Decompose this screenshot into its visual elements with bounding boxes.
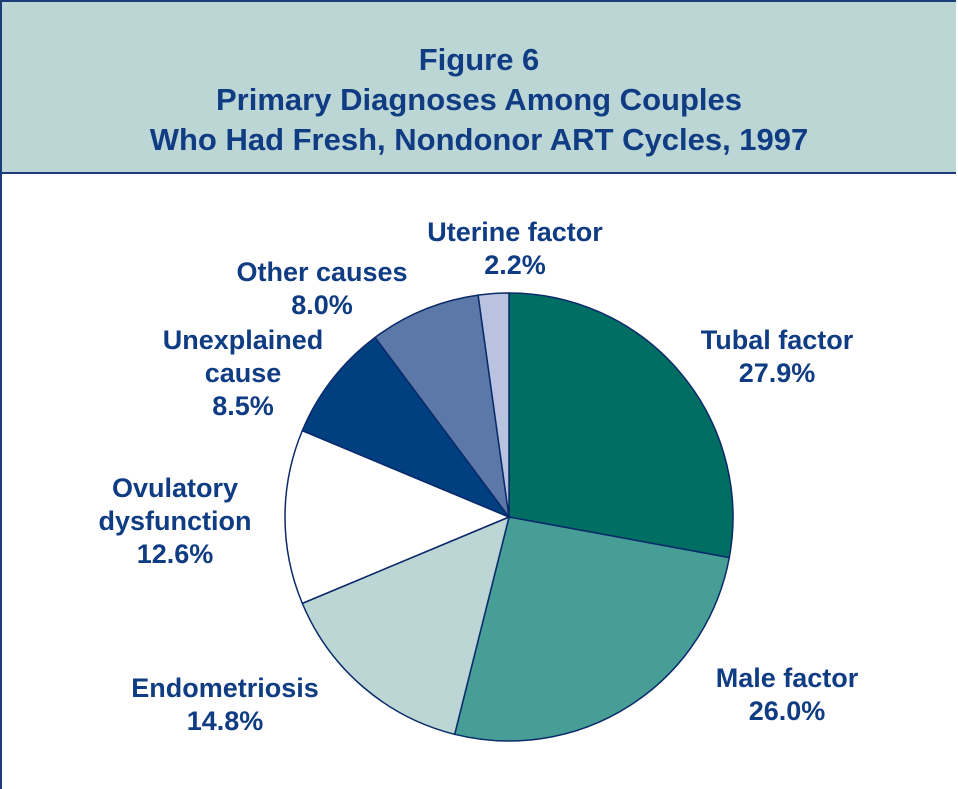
- pie-slice: [374, 294, 510, 518]
- chart-title: Figure 6: [418, 42, 540, 77]
- slice-value-label: 8.0%: [291, 290, 353, 320]
- slice-label: Male factor: [715, 663, 859, 693]
- pie-slice: [301, 336, 512, 519]
- slice-value-label: 14.8%: [186, 706, 264, 736]
- slice-label: Endometriosis: [131, 673, 319, 703]
- pie-slice: [508, 292, 734, 559]
- slice-label: Other causes: [236, 257, 408, 287]
- chart-subtitle: Who Had Fresh, Nondonor ART Cycles, 1997: [149, 122, 809, 157]
- slice-label: Uterine factor: [427, 217, 603, 247]
- header-box: [0, 0, 956, 174]
- body-frame: [0, 172, 958, 789]
- chart-subtitle: Primary Diagnoses Among Couples: [216, 82, 742, 117]
- pie-slice: [301, 515, 511, 736]
- pie-slice: [284, 429, 511, 605]
- slice-value-label: 12.6%: [136, 539, 214, 569]
- slice-label: Tubal factor: [700, 325, 854, 355]
- slice-value-label: 8.5%: [212, 391, 274, 421]
- slice-value-label: 27.9%: [738, 358, 816, 388]
- slice-label: Unexplained cause: [162, 325, 324, 388]
- pie-slice: [453, 516, 731, 742]
- slice-label: Ovulatory dysfunction: [98, 473, 252, 536]
- slice-value-label: 2.2%: [484, 250, 546, 280]
- pie-slice: [477, 292, 510, 518]
- slice-value-label: 26.0%: [748, 696, 826, 726]
